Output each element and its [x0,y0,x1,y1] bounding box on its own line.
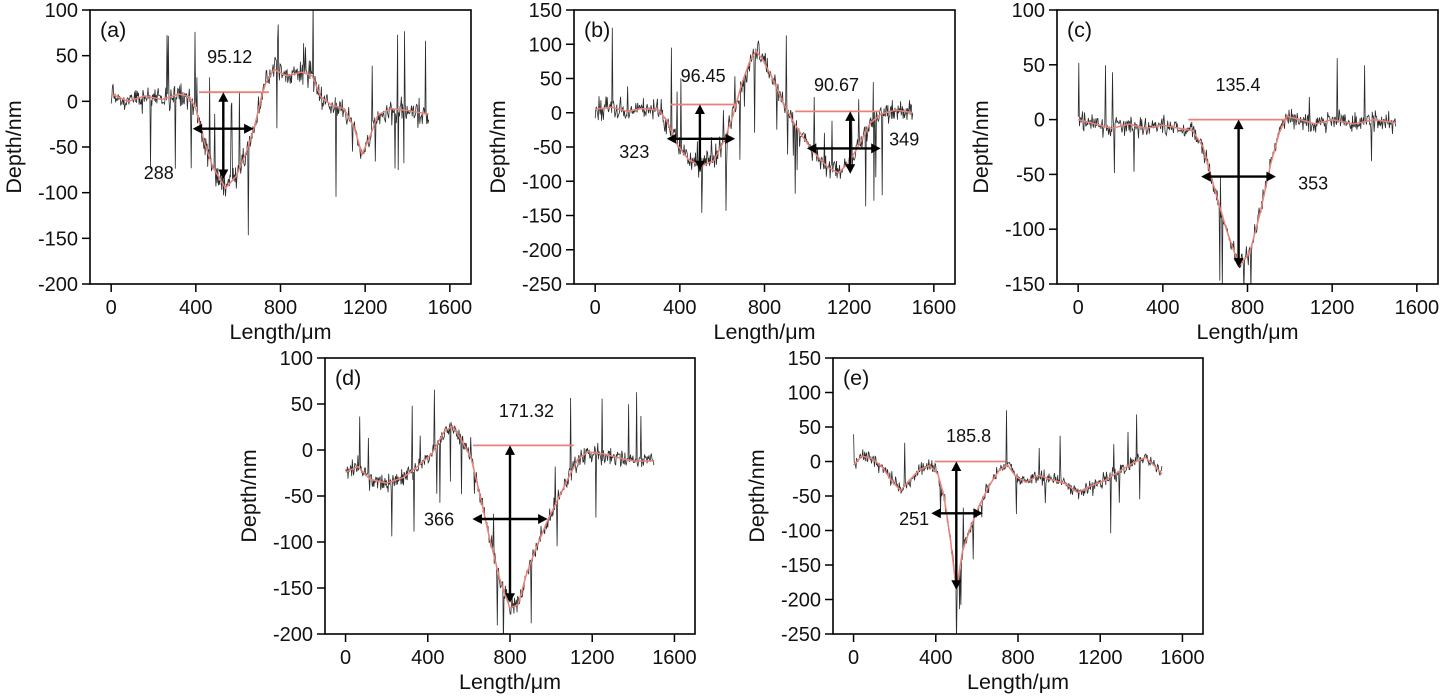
svg-text:1200: 1200 [570,647,615,669]
svg-text:1600: 1600 [1395,297,1440,319]
svg-text:800: 800 [1231,297,1264,319]
svg-text:-200: -200 [781,590,821,612]
svg-text:50: 50 [539,69,561,91]
svg-text:Length/μm: Length/μm [459,670,561,694]
figure-row-bottom: 100 50 0 -50 -100 -150 -200 0 400 800 1200 1600 Leng… [0,348,1450,698]
svg-text:0: 0 [551,103,562,125]
svg-text:96.45: 96.45 [680,66,725,86]
svg-text:100: 100 [1012,0,1045,22]
svg-text:-200: -200 [522,240,562,262]
svg-text:-150: -150 [522,206,562,228]
svg-text:135.4: 135.4 [1216,75,1261,95]
svg-text:Length/μm: Length/μm [1197,320,1299,344]
svg-text:0: 0 [106,297,117,319]
svg-text:100: 100 [45,0,78,22]
svg-text:-150: -150 [781,555,821,577]
svg-text:1200: 1200 [1310,297,1355,319]
svg-text:400: 400 [179,297,212,319]
svg-text:1600: 1600 [1160,647,1205,669]
svg-text:-100: -100 [273,532,313,554]
svg-text:0: 0 [67,91,78,113]
svg-text:-100: -100 [522,171,562,193]
svg-text:0: 0 [340,647,351,669]
svg-text:1200: 1200 [827,297,872,319]
panel-c-chart: 100 50 0 -50 -100 -150 0 400 800 1200 1600 Length/μ… [967,0,1450,348]
svg-text:(c): (c) [1067,18,1092,42]
panel-e-chart: 150 100 50 0 -50 -100 -150 -200 -250 0 400 800 1200 1… [743,348,1215,698]
svg-text:Depth/nm: Depth/nm [2,100,26,193]
svg-text:100: 100 [788,383,821,405]
svg-text:185.8: 185.8 [946,426,991,446]
svg-text:150: 150 [528,0,561,22]
panel-a-chart: 100 50 0 -50 -100 -150 -200 0 400 800 1200 1600 Leng… [0,0,483,348]
svg-text:0: 0 [848,647,859,669]
svg-text:Depth/nm: Depth/nm [969,100,993,193]
svg-text:50: 50 [56,46,78,68]
svg-text:366: 366 [424,509,454,529]
svg-text:400: 400 [411,647,444,669]
svg-text:-200: -200 [38,274,78,296]
svg-text:150: 150 [788,348,821,370]
svg-text:95.12: 95.12 [207,47,252,67]
svg-text:(a): (a) [100,18,126,42]
svg-text:(d): (d) [335,366,361,390]
svg-text:Length/μm: Length/μm [967,670,1069,694]
svg-text:400: 400 [663,297,696,319]
panel-d-chart: 100 50 0 -50 -100 -150 -200 0 400 800 1200 1600 Leng… [235,348,707,698]
panel-b-chart: 150 100 50 0 -50 -100 -150 -200 -250 0 400 800 1200 1… [483,0,967,348]
svg-text:349: 349 [889,130,919,150]
svg-text:Depth/nm: Depth/nm [486,100,510,193]
svg-text:Length/μm: Length/μm [713,320,815,344]
svg-text:800: 800 [264,297,297,319]
svg-text:100: 100 [528,34,561,56]
svg-text:0: 0 [1073,297,1084,319]
svg-text:0: 0 [302,440,313,462]
svg-text:1600: 1600 [911,297,956,319]
svg-text:353: 353 [1298,174,1328,194]
svg-text:-50: -50 [49,137,78,159]
svg-text:-100: -100 [781,521,821,543]
svg-text:50: 50 [291,394,313,416]
svg-text:-50: -50 [1016,164,1045,186]
svg-text:-150: -150 [273,578,313,600]
svg-text:288: 288 [144,163,174,183]
svg-text:-250: -250 [781,624,821,646]
svg-text:400: 400 [919,647,952,669]
svg-text:-50: -50 [533,137,562,159]
svg-text:400: 400 [1146,297,1179,319]
svg-text:800: 800 [747,297,780,319]
figure-row-top: 100 50 0 -50 -100 -150 -200 0 400 800 1200 1600 Leng… [0,0,1450,348]
svg-text:1600: 1600 [652,647,697,669]
svg-text:0: 0 [810,452,821,474]
svg-text:50: 50 [1023,55,1045,77]
svg-text:323: 323 [619,142,649,162]
svg-text:(b): (b) [584,18,610,42]
svg-text:-200: -200 [273,624,313,646]
svg-text:Length/μm: Length/μm [229,320,331,344]
svg-text:0: 0 [1034,110,1045,132]
svg-text:-150: -150 [1005,274,1045,296]
svg-text:800: 800 [493,647,526,669]
svg-text:(e): (e) [843,366,869,390]
svg-text:171.32: 171.32 [499,401,554,421]
svg-text:-150: -150 [38,228,78,250]
svg-text:-50: -50 [792,486,821,508]
svg-text:-100: -100 [1005,219,1045,241]
svg-text:Depth/nm: Depth/nm [745,449,769,542]
svg-text:90.67: 90.67 [814,75,859,95]
svg-text:1200: 1200 [1078,647,1123,669]
svg-text:100: 100 [280,348,313,370]
svg-text:-250: -250 [522,274,562,296]
svg-text:1600: 1600 [428,297,473,319]
svg-text:50: 50 [799,417,821,439]
svg-text:-50: -50 [284,486,313,508]
svg-text:-100: -100 [38,183,78,205]
svg-text:251: 251 [899,509,929,529]
svg-text:0: 0 [589,297,600,319]
svg-text:Depth/nm: Depth/nm [237,449,261,542]
svg-text:1200: 1200 [343,297,388,319]
svg-text:800: 800 [1001,647,1034,669]
